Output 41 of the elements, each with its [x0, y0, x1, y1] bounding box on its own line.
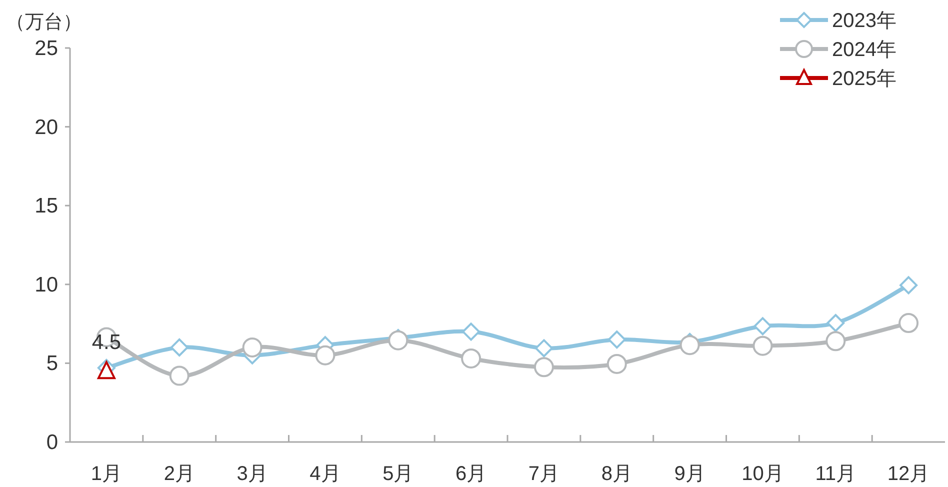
- point: [900, 276, 918, 294]
- x-tick-label: 8月: [601, 463, 632, 485]
- point: [752, 336, 773, 356]
- x-tick-label: 6月: [455, 463, 487, 485]
- legend-label: 2024年: [832, 39, 896, 61]
- y-tick-label: 0: [46, 431, 58, 454]
- point: [315, 345, 336, 366]
- point: [608, 330, 626, 349]
- y-tick-label: 5: [46, 352, 58, 376]
- point: [462, 322, 480, 341]
- x-tick-label: 7月: [528, 463, 560, 485]
- y-axis-title: （万台）: [6, 12, 82, 33]
- x-tick-label: 4月: [310, 463, 341, 485]
- y-tick-label: 25: [34, 37, 58, 60]
- point: [534, 339, 553, 358]
- point: [898, 313, 919, 334]
- x-tick-label: 9月: [674, 463, 706, 485]
- x-tick-label: 10月: [742, 463, 784, 485]
- x-tick-label: 5月: [382, 463, 414, 485]
- x-tick-label: 11月: [815, 463, 856, 485]
- legend-label: 2023年: [832, 10, 896, 32]
- point: [534, 357, 554, 378]
- legend-label: 2025年: [832, 68, 896, 90]
- y-tick-label: 20: [34, 116, 58, 139]
- y-tick-label: 10: [34, 273, 58, 296]
- x-tick-label: 1月: [90, 463, 122, 485]
- x-tick-label: 12月: [887, 463, 930, 485]
- point: [680, 335, 700, 356]
- point: [388, 330, 408, 350]
- point: [242, 337, 262, 358]
- point: [826, 331, 846, 352]
- point: [461, 348, 482, 368]
- y-tick-label: 15: [34, 194, 58, 218]
- point: [606, 354, 627, 374]
- point: [170, 338, 188, 356]
- x-tick-label: 2月: [164, 463, 195, 485]
- point: [169, 366, 190, 386]
- point: [826, 314, 845, 332]
- data-label: 4.5: [92, 331, 122, 354]
- point: [754, 317, 772, 336]
- x-tick-label: 3月: [236, 463, 268, 485]
